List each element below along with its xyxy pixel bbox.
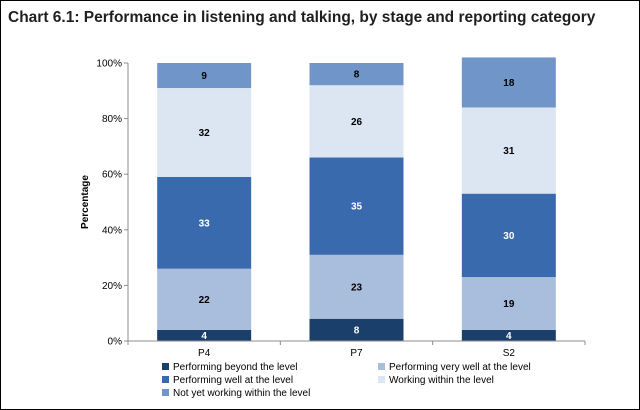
- data-label: 18: [503, 78, 515, 89]
- y-tick-label: 0%: [108, 337, 123, 348]
- legend-swatch: [378, 376, 385, 383]
- y-tick-label: 80%: [102, 114, 122, 125]
- bar-segment-p4-3: [157, 176, 252, 269]
- legend-label: Performing beyond the level: [173, 362, 298, 373]
- legend-swatch: [162, 363, 169, 370]
- bar-segment-p4-1: [157, 329, 252, 341]
- data-label: 35: [351, 202, 363, 213]
- bar-segment-p7-1: [309, 318, 404, 341]
- data-label: 8: [354, 325, 360, 336]
- bar-segment-p4-5: [157, 63, 252, 89]
- x-tick-label-p4: P4: [198, 348, 211, 359]
- y-tick-label: 20%: [102, 281, 122, 292]
- bar-segment-p4-4: [157, 88, 252, 177]
- x-axis: P4 P7 S2: [127, 340, 586, 359]
- data-label: 33: [199, 218, 211, 229]
- data-label: 26: [351, 117, 363, 128]
- data-label: 32: [199, 128, 211, 139]
- y-axis-title: Percentage: [80, 175, 91, 229]
- y-axis: 0% 20% 40% 60% 80% 100% Percentage: [80, 59, 129, 348]
- bar-segment-s2-4: [461, 107, 556, 194]
- legend-label: Not yet working within the level: [173, 388, 310, 399]
- bar-segment-s2-2: [461, 277, 556, 330]
- data-label: 9: [201, 71, 207, 82]
- y-tick-label: 100%: [96, 59, 122, 70]
- bars: 4 22 33 32 9 8 23 35 26 8 4 19 30 31 18: [157, 57, 556, 342]
- data-label: 31: [503, 146, 515, 157]
- y-tick-label: 40%: [102, 225, 122, 236]
- bar-segment-p7-3: [309, 157, 404, 255]
- x-tick-label-p7: P7: [350, 348, 363, 359]
- data-label: 4: [506, 331, 512, 342]
- bar-segment-s2-1: [461, 329, 556, 341]
- y-tick-label: 60%: [102, 170, 122, 181]
- x-tick-label-s2: S2: [503, 348, 516, 359]
- bar-segment-p7-5: [309, 63, 404, 86]
- data-label: 23: [351, 282, 363, 293]
- bar-segment-p4-2: [157, 268, 252, 330]
- data-label: 8: [354, 70, 360, 81]
- data-label: 30: [503, 231, 515, 242]
- legend-swatch: [162, 389, 169, 396]
- legend: Performing beyond the level Performing ve…: [162, 362, 531, 399]
- legend-label: Performing very well at the level: [389, 362, 531, 373]
- bar-segment-p7-2: [309, 254, 404, 319]
- bar-segment-p7-4: [309, 85, 404, 158]
- data-label: 19: [503, 299, 515, 310]
- legend-label: Performing well at the level: [173, 375, 293, 386]
- data-label: 4: [201, 331, 207, 342]
- chart-title: Chart 6.1: Performance in listening and …: [8, 9, 596, 26]
- bar-segment-s2-3: [461, 193, 556, 278]
- legend-label: Working within the level: [389, 375, 494, 386]
- data-label: 22: [199, 295, 211, 306]
- legend-swatch: [162, 376, 169, 383]
- legend-swatch: [378, 363, 385, 370]
- bar-segment-s2-5: [461, 57, 556, 108]
